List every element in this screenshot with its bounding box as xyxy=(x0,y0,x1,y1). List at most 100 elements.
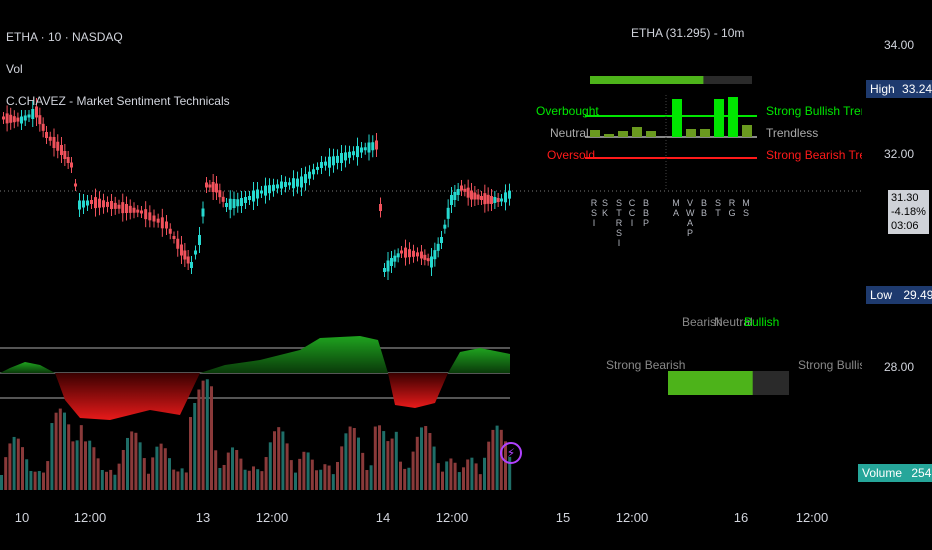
high-value: 33.24 xyxy=(902,82,932,96)
candle xyxy=(66,157,70,163)
volume-bar xyxy=(420,427,423,490)
time-label: 13 xyxy=(195,510,211,525)
candle xyxy=(440,237,443,243)
candle xyxy=(152,215,156,222)
volume-bar xyxy=(176,471,180,490)
volume-bar xyxy=(281,431,285,490)
volume-bar xyxy=(357,437,360,490)
candle xyxy=(215,183,218,193)
strong-bullish-label: Strong Bullish xyxy=(798,358,873,372)
volume-bar xyxy=(109,469,113,490)
volume-bar xyxy=(390,438,394,490)
sentiment-neutral: Neutral xyxy=(714,315,753,329)
candle xyxy=(483,193,487,205)
candle xyxy=(443,224,447,229)
volume-bar xyxy=(382,431,386,490)
time-label: 12:00 xyxy=(435,510,469,525)
progress-fill xyxy=(590,76,704,84)
indicator-label: CCI xyxy=(628,198,636,228)
volume-bar xyxy=(491,429,495,490)
candle xyxy=(470,190,473,200)
indicator-bar-right xyxy=(714,99,724,137)
time-label: 12:00 xyxy=(615,510,649,525)
candle xyxy=(473,192,477,200)
trendless-label: Trendless xyxy=(766,126,819,140)
chart-canvas[interactable] xyxy=(0,0,862,500)
candle xyxy=(168,228,172,234)
candle xyxy=(420,251,423,259)
price-axis[interactable]: 34.00 32.00 28.00 xyxy=(862,0,932,500)
candle xyxy=(336,155,339,163)
volume-bar xyxy=(289,460,293,490)
volume-bar xyxy=(319,469,323,490)
osc-area-green xyxy=(0,362,55,373)
volume-bar xyxy=(151,457,155,490)
candle xyxy=(356,146,359,158)
volume-bar xyxy=(470,457,474,490)
symbol-legend[interactable]: ETHA · 10 · NASDAQ xyxy=(6,30,123,44)
volume-bar xyxy=(138,442,142,490)
volume-bar xyxy=(37,471,41,490)
vol-legend[interactable]: Vol xyxy=(6,62,23,76)
candle xyxy=(221,196,225,202)
volume-bar xyxy=(0,475,3,490)
indicator-bar-left xyxy=(604,134,614,137)
osc-area-green-2 xyxy=(200,336,388,373)
volume-bar xyxy=(147,473,150,490)
volume-bar xyxy=(243,469,247,490)
volume-bar xyxy=(436,463,440,490)
candle xyxy=(268,185,271,194)
volume-bar xyxy=(508,456,512,490)
candle xyxy=(348,151,351,158)
indicator-bar-right xyxy=(672,99,682,137)
indicator-bar-left xyxy=(632,127,642,137)
candle xyxy=(144,209,148,220)
volume-bar xyxy=(54,412,58,490)
volume-bar xyxy=(8,443,12,490)
volume-bar xyxy=(201,380,205,490)
volume-bar xyxy=(323,464,327,490)
candle xyxy=(340,153,343,163)
volume-bar xyxy=(495,425,499,490)
candle xyxy=(208,184,212,188)
candle xyxy=(288,182,291,186)
indicator-label: SK xyxy=(601,198,608,218)
candle xyxy=(264,185,267,196)
candle xyxy=(228,198,232,210)
time-axis[interactable]: 10 12:00 13 12:00 14 12:00 15 12:00 16 1… xyxy=(0,496,862,550)
candle xyxy=(110,201,113,209)
volume-bar xyxy=(466,459,470,490)
volume-bar xyxy=(105,471,108,490)
volume-bar xyxy=(315,470,318,490)
volume-bar xyxy=(378,425,381,490)
candle xyxy=(332,156,335,166)
candle xyxy=(466,187,470,198)
volume-bar xyxy=(361,452,365,490)
indicator-bar-right xyxy=(728,97,738,137)
candle xyxy=(408,249,411,258)
candle xyxy=(360,147,363,153)
candle xyxy=(45,132,48,138)
indicator-bars xyxy=(590,97,752,137)
candle xyxy=(456,189,460,195)
volume-bar xyxy=(285,443,289,490)
candle xyxy=(324,161,327,166)
candle xyxy=(280,181,283,189)
low-badge: Low 29.49 xyxy=(866,286,932,304)
candle xyxy=(225,203,228,207)
lightning-icon[interactable]: ⚡ xyxy=(500,442,522,464)
volume-bar xyxy=(130,431,134,490)
strong-bullish-trend-label: Strong Bullish Trend xyxy=(766,104,875,118)
indicator-label: BB xyxy=(700,198,707,218)
volume-bar xyxy=(256,469,260,490)
indicator-legend[interactable]: C.CHAVEZ - Market Sentiment Technicals xyxy=(6,94,230,108)
volume-bar xyxy=(163,448,167,490)
candle xyxy=(90,200,93,204)
volume-bar xyxy=(352,427,356,490)
volume-bar xyxy=(142,458,146,490)
bar-countdown: 03:06 xyxy=(891,220,919,232)
candle xyxy=(156,218,160,223)
volume-bar xyxy=(84,441,87,490)
volume-bar xyxy=(277,427,281,490)
candle xyxy=(379,204,382,211)
